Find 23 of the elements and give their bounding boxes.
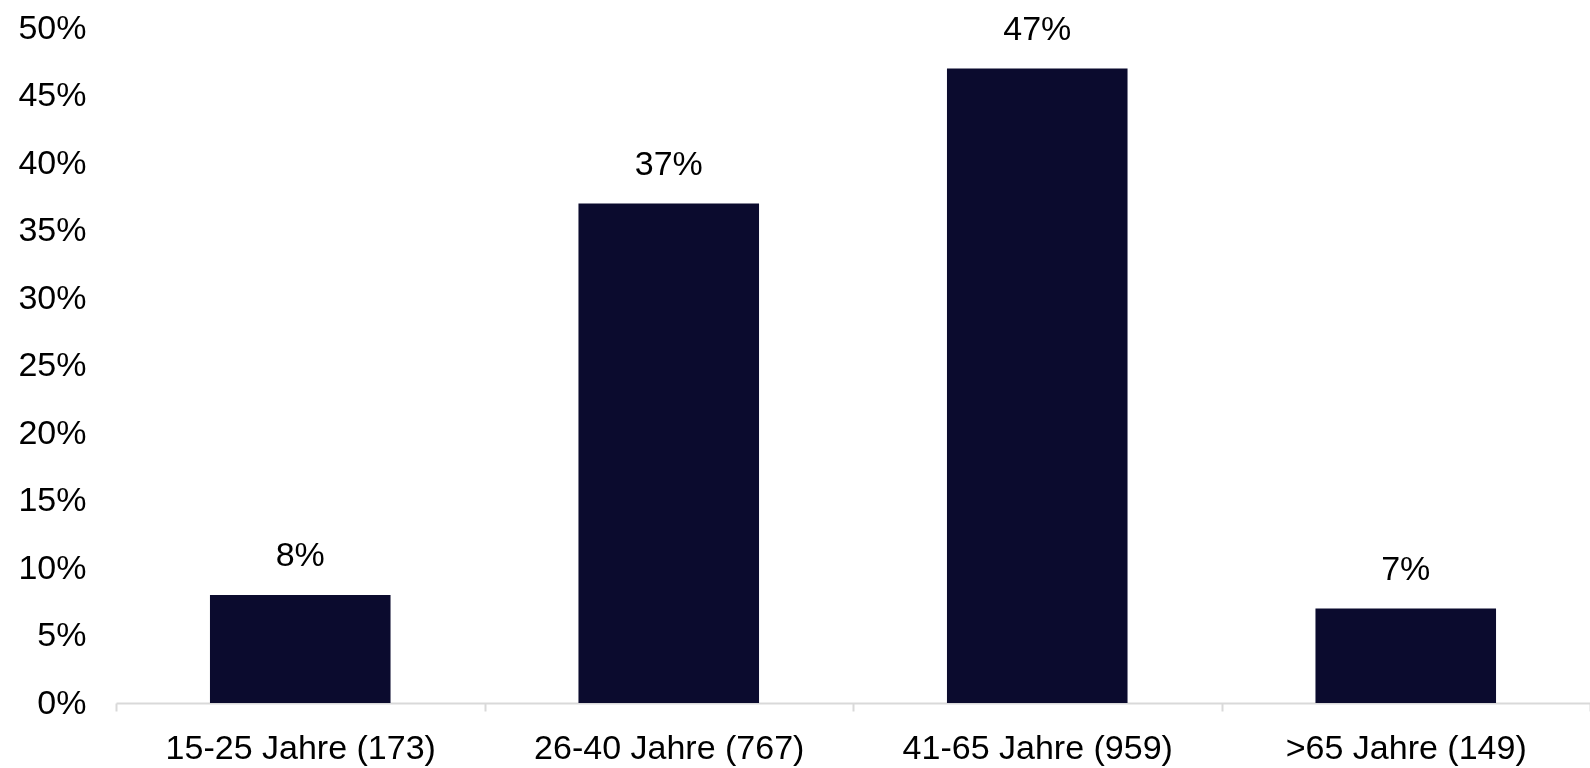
y-tick-label: 10% — [18, 547, 87, 586]
y-tick-label: 40% — [18, 142, 87, 181]
y-tick-label: 5% — [37, 615, 87, 653]
y-tick-label: 25% — [18, 345, 87, 383]
y-tick-label: 45% — [18, 75, 87, 113]
data-label: 37% — [634, 143, 703, 182]
y-tick-label: 35% — [18, 210, 87, 248]
y-tick-label: 15% — [18, 480, 87, 518]
x-tick-label: >65 Jahre (149) — [1285, 727, 1527, 766]
data-label: 7% — [1381, 548, 1431, 587]
data-label: 47% — [1003, 8, 1072, 47]
x-tick-label: 26-40 Jahre (767) — [534, 727, 805, 766]
bar — [209, 595, 391, 703]
bar — [1315, 608, 1497, 703]
y-tick-label: 50% — [18, 7, 87, 46]
x-tick-label: 15-25 Jahre (173) — [165, 727, 436, 766]
bar — [578, 203, 760, 703]
y-tick-label: 30% — [18, 277, 87, 316]
y-tick-label: 0% — [37, 682, 87, 721]
y-tick-label: 20% — [18, 412, 87, 451]
data-label: 8% — [275, 535, 325, 573]
x-tick-label: 41-65 Jahre (959) — [902, 727, 1173, 766]
bar — [946, 68, 1128, 703]
